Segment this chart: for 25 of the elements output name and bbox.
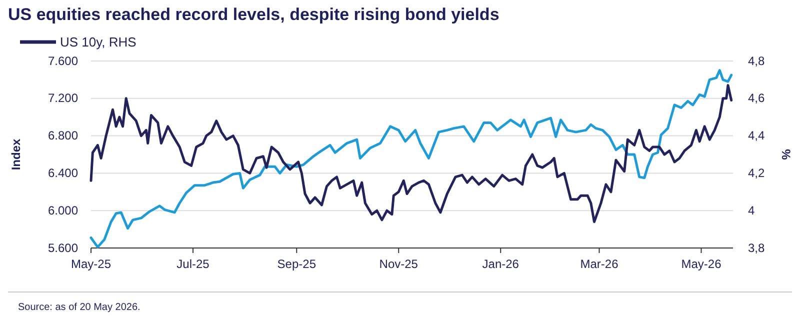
y2-tick-label: 4,6 bbox=[748, 91, 766, 106]
x-tick-label: Jan-26 bbox=[482, 257, 520, 271]
y2-tick-label: 4,4 bbox=[748, 128, 766, 143]
x-tick-label: Sep-25 bbox=[277, 257, 316, 271]
y2-tick-label: 3,8 bbox=[748, 240, 766, 255]
y-tick-label: 5.600 bbox=[48, 240, 78, 255]
line-series bbox=[90, 84, 733, 224]
x-tick-label: Mar-26 bbox=[580, 257, 619, 271]
y-tick-label: 6.800 bbox=[48, 128, 78, 143]
chart-title: US equities reached record levels, despite rising bond yields bbox=[8, 5, 500, 24]
y2-tick-label: 4,8 bbox=[748, 54, 766, 68]
x-tick-label: May-26 bbox=[681, 257, 722, 271]
y2-tick-label: 4,2 bbox=[748, 166, 766, 180]
y-tick-label: 6.400 bbox=[48, 166, 78, 180]
x-tick-label: Jul-25 bbox=[176, 257, 210, 271]
y-tick-label: 6.000 bbox=[48, 203, 78, 218]
x-tick-label: May-25 bbox=[70, 257, 112, 271]
y-axis-title: Index bbox=[9, 138, 23, 170]
y2-axis-title: % bbox=[779, 149, 793, 160]
x-tick-label: Nov-25 bbox=[379, 257, 418, 271]
source-note: Source: as of 20 May 2026. bbox=[18, 302, 140, 313]
y2-tick-label: 4 bbox=[748, 203, 755, 218]
legend-label: US 10y, RHS bbox=[60, 34, 137, 50]
y-tick-label: 7.600 bbox=[48, 54, 78, 68]
y-tick-label: 7.200 bbox=[48, 91, 78, 106]
